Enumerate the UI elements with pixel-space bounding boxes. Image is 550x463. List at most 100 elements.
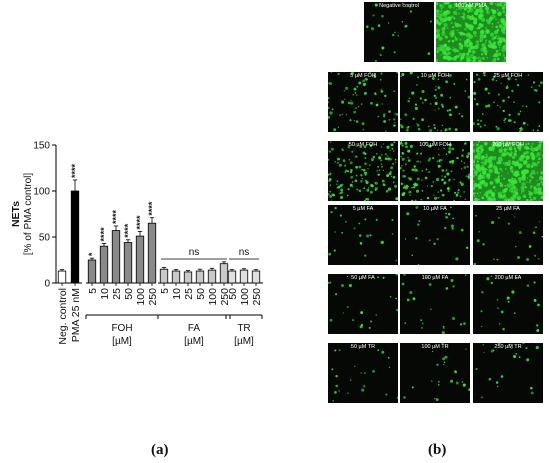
x-tick-label-7: 250 <box>147 288 159 306</box>
x-tick-label-15: 100 <box>239 288 251 306</box>
x-tick-label-3: 10 <box>99 288 111 300</box>
x-tick-label-9: 10 <box>171 288 183 300</box>
micrograph-label: 5 µM FA <box>352 206 374 212</box>
micrograph-label: 25 µM FA <box>496 206 520 212</box>
y-tick-label-2: 100 <box>33 187 50 198</box>
micrograph-tile: 10 µM FOH <box>400 72 470 132</box>
bar-3 <box>99 245 109 284</box>
bar-5 <box>123 242 133 284</box>
micrograph-label: 100 µM FOH <box>419 142 451 148</box>
group-unit-2: [µM] <box>234 336 254 347</box>
bar-11 <box>195 270 205 284</box>
bar-4 <box>111 230 121 284</box>
micrograph-tile: 100 µM FOH <box>400 141 470 201</box>
fluorescence-image <box>328 274 398 329</box>
micrograph-tile: 25 µM FA <box>473 205 543 265</box>
fluorescence-image <box>403 343 470 402</box>
fluorescence-image <box>400 72 470 132</box>
x-tick-label-16: 250 <box>251 288 263 306</box>
y-axis-subtitle: [% of PMA control] <box>23 173 34 255</box>
ns-label-2: ns <box>239 247 250 258</box>
micrograph-label: 100 nM PMA <box>455 3 487 9</box>
fluorescence-image <box>473 141 543 201</box>
significance-label-7: **** <box>147 201 157 216</box>
bar-9 <box>171 270 181 284</box>
bar-1 <box>70 190 80 284</box>
x-tick-label-14: 50 <box>227 288 239 300</box>
micrograph-panel: Negative control 100 nM PMA 5 µM FOH 10 µM … <box>328 2 550 412</box>
fluorescence-image <box>473 72 543 132</box>
micrograph-label: 5 µM FOH <box>350 73 376 79</box>
bar-7 <box>147 222 157 284</box>
micrograph-label: 50 µM FA <box>351 275 375 281</box>
group-name-2: TR <box>237 323 250 334</box>
micrograph-label: Negative control <box>379 3 419 9</box>
micrograph-label: 10 µM FA <box>423 206 447 212</box>
micrograph-tile: 250 µM TR <box>473 343 543 403</box>
bar-10 <box>183 271 193 284</box>
x-tick-label-13: 250 <box>219 288 231 306</box>
micrograph-tile: 100 µM FA <box>400 274 470 334</box>
micrograph-tile: 10 µM FA <box>400 205 470 265</box>
micrograph-label: 250 µM TR <box>494 344 522 350</box>
bar-12 <box>207 269 217 284</box>
micrograph-label: 200 µM FA <box>494 275 522 281</box>
caption-a: (a) <box>151 442 169 458</box>
micrograph-tile: Negative control <box>364 2 434 62</box>
caption-b: (b) <box>428 442 447 458</box>
x-tick-label-10: 25 <box>183 288 195 300</box>
bar-14 <box>227 270 237 284</box>
micrograph-label: 200 µM FOH <box>492 142 524 148</box>
micrograph-label: 25 µM FOH <box>493 73 523 79</box>
significance-label-2: * <box>87 252 97 256</box>
bar-6 <box>135 235 145 284</box>
fluorescence-image <box>328 72 398 132</box>
fluorescence-image <box>473 215 543 265</box>
micrograph-tile: 200 µM FOH <box>473 141 543 201</box>
fluorescence-image <box>328 141 398 201</box>
significance-label-6: **** <box>135 215 145 230</box>
bar-2 <box>87 259 97 284</box>
x-tick-label-11: 50 <box>195 288 207 300</box>
significance-label-4: **** <box>111 209 121 224</box>
micrograph-label: 10 µM FOH <box>420 73 450 79</box>
group-unit-0: [µM] <box>112 336 132 347</box>
y-tick-label-3: 150 <box>33 141 50 152</box>
micrograph-tile: 50 µM TR <box>328 343 398 403</box>
x-tick-label-8: 5 <box>159 288 171 294</box>
significance-label-5: **** <box>123 223 133 238</box>
significance-label-3: **** <box>99 227 109 242</box>
micrograph-label: 100 µM FA <box>421 275 449 281</box>
y-axis-title: NETs <box>10 201 22 227</box>
x-tick-label-0: Neg. control <box>57 288 69 345</box>
micrograph-tile: 100 nM PMA <box>436 2 506 62</box>
bar-0 <box>57 270 67 284</box>
micrograph-label: 100 µM TR <box>421 344 449 350</box>
group-name-1: FA <box>188 323 201 334</box>
fluorescence-image <box>480 275 540 333</box>
y-tick-label-1: 50 <box>39 233 51 244</box>
fluorescence-image <box>328 206 398 262</box>
x-tick-label-2: 5 <box>87 288 99 294</box>
fluorescence-image <box>366 2 432 62</box>
group-unit-1: [µM] <box>184 336 204 347</box>
micrograph-tile: 5 µM FA <box>328 205 398 265</box>
micrograph-label: 50 µM TR <box>350 344 376 350</box>
x-tick-label-1: PMA 25 nM <box>70 288 82 342</box>
bar-15 <box>239 269 249 284</box>
micrograph-tile: 100 µM TR <box>400 343 470 403</box>
x-tick-label-5: 50 <box>123 288 135 300</box>
micrograph-label: 50 µM FOH <box>348 142 378 148</box>
micrograph-tile: 200 µM FA <box>473 274 543 334</box>
fluorescence-image <box>400 141 470 201</box>
micrograph-tile: 50 µM FA <box>328 274 398 334</box>
micrograph-tile: 50 µM FOH <box>328 141 398 201</box>
micrograph-tile: 25 µM FOH <box>473 72 543 132</box>
x-tick-label-6: 100 <box>135 288 147 306</box>
x-tick-label-4: 25 <box>111 288 123 300</box>
fluorescence-image <box>475 343 539 399</box>
fluorescence-image <box>401 274 467 334</box>
group-name-0: FOH <box>111 323 132 334</box>
fluorescence-image <box>404 205 469 265</box>
fluorescence-image <box>331 349 398 402</box>
